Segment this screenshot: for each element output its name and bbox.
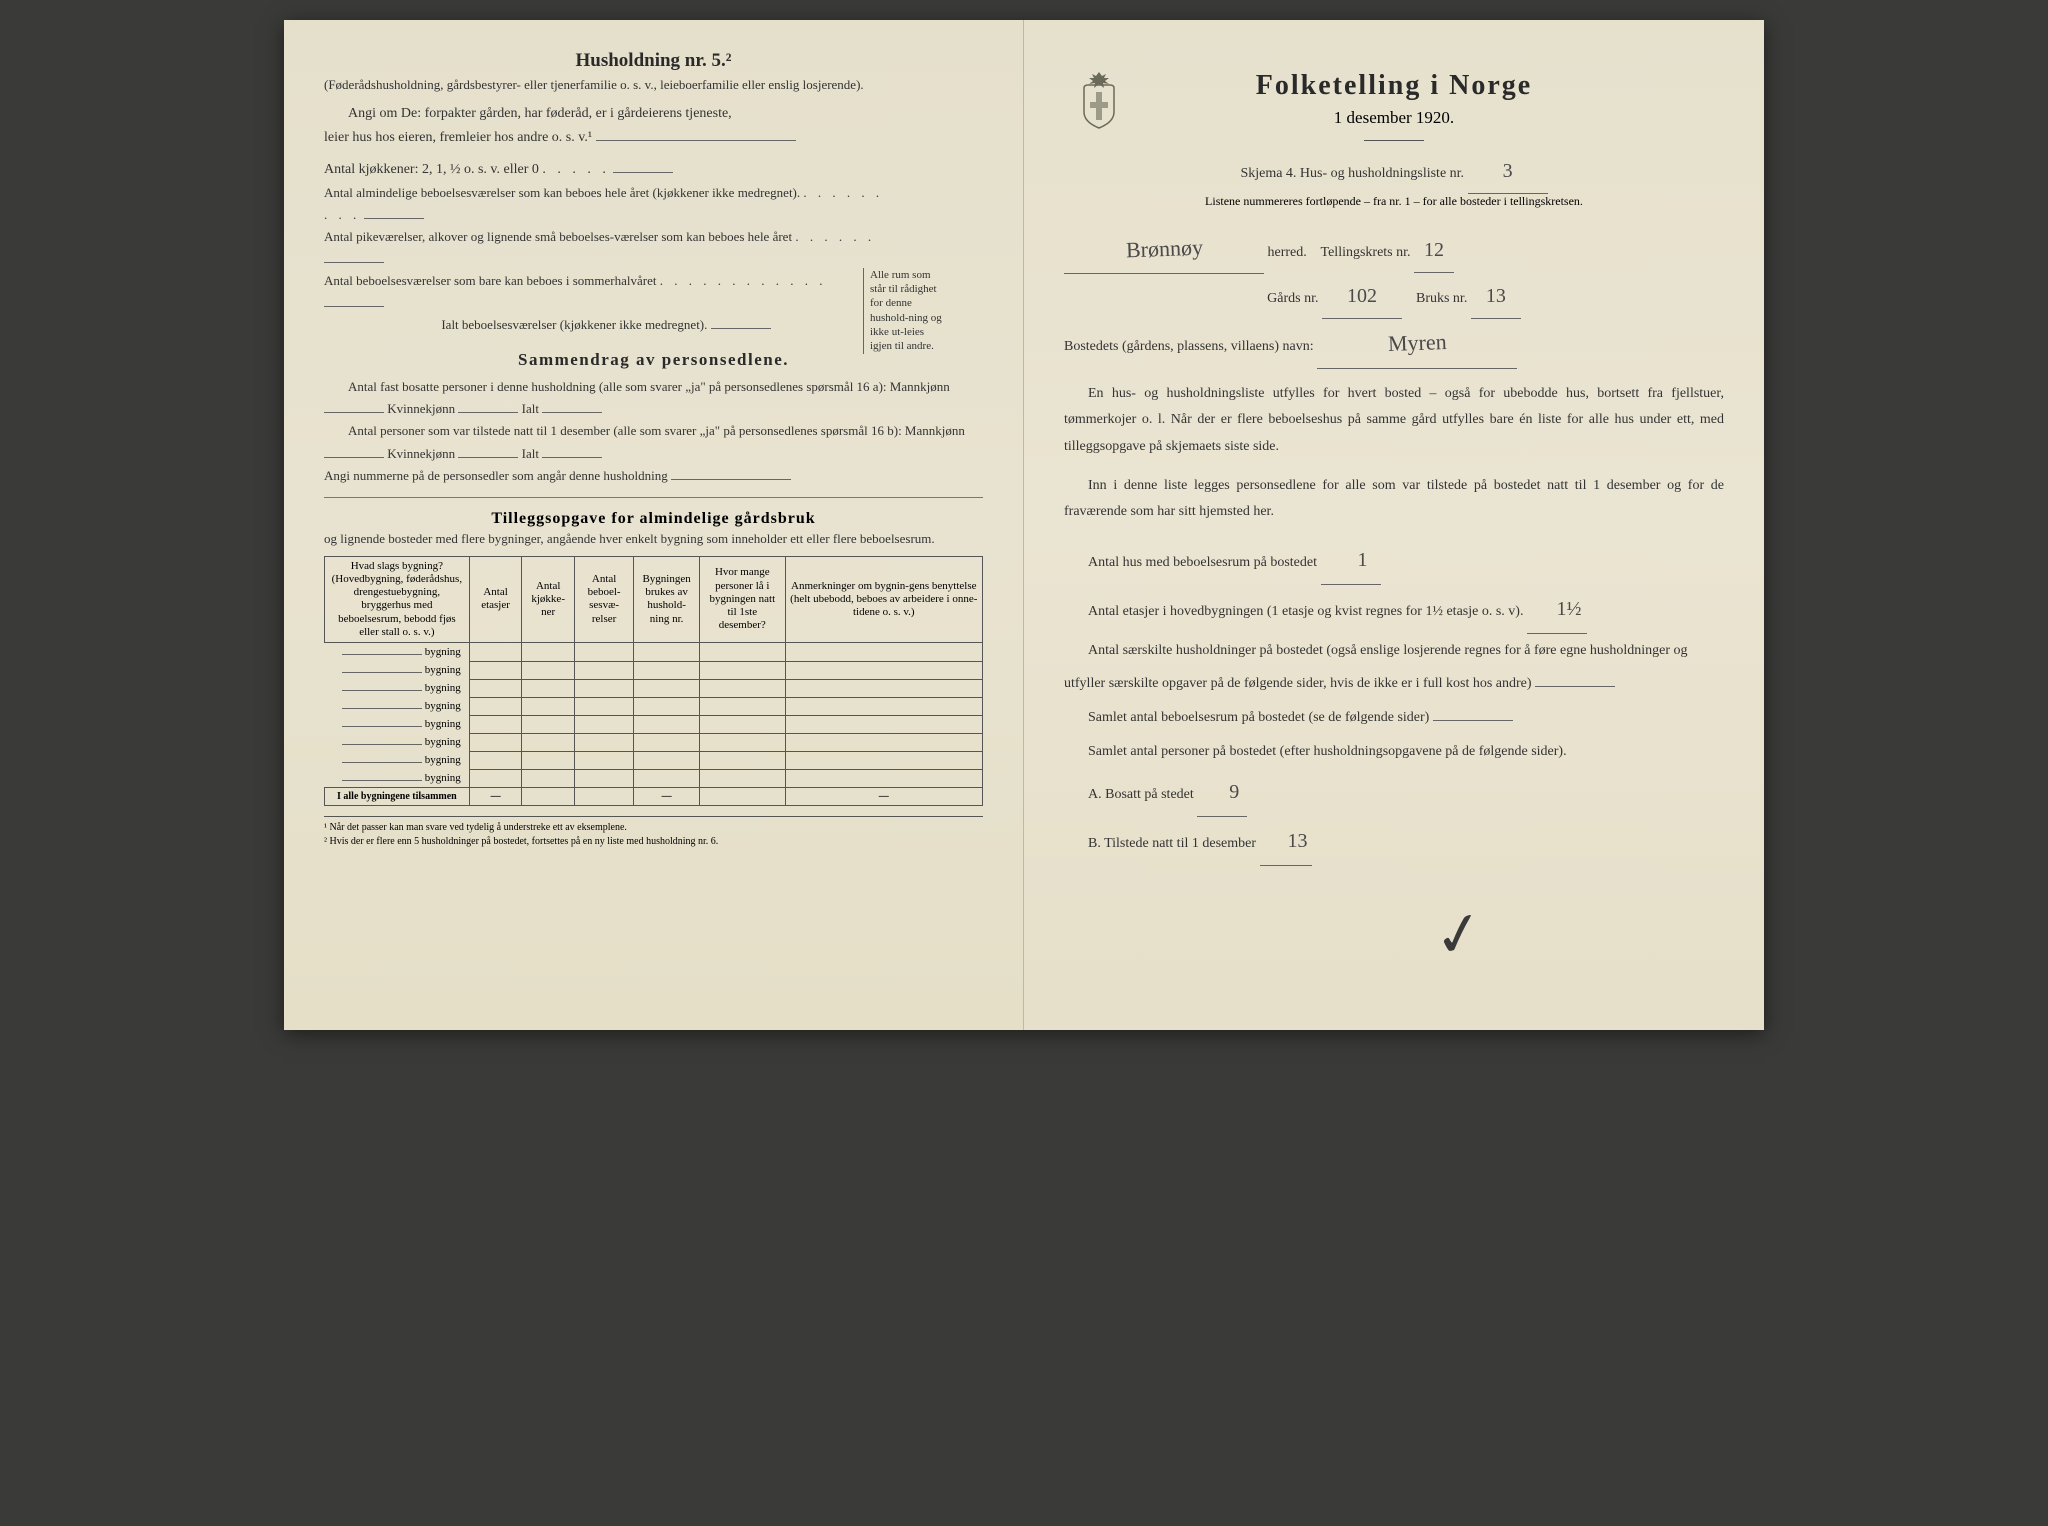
tillegg-sub: og lignende bosteder med flere bygninger… bbox=[324, 530, 983, 548]
checkmark-icon: ✓ bbox=[1428, 896, 1490, 974]
bosted-value: Myren bbox=[1383, 318, 1451, 369]
samlet-beboelse-label: Samlet antal beboelsesrum på bostedet (s… bbox=[1088, 710, 1429, 725]
antal-hus-label: Antal hus med beboelsesrum på bostedet bbox=[1088, 555, 1317, 570]
table-row: bygning bbox=[325, 769, 983, 788]
right-page: Folketelling i Norge 1 desember 1920. Sk… bbox=[1024, 20, 1764, 1030]
th-building-type: Hvad slags bygning? (Hovedbygning, føder… bbox=[325, 556, 470, 642]
listene-note: Listene nummereres fortløpende – fra nr.… bbox=[1064, 194, 1724, 209]
divider bbox=[1364, 140, 1424, 141]
antal-etasjer-label: Antal etasjer i hovedbygningen (1 etasje… bbox=[1088, 604, 1523, 619]
ialt-label: Ialt bbox=[522, 401, 539, 416]
norway-crest-icon bbox=[1074, 70, 1124, 130]
summary-line-2: Antal personer som var tilstede natt til… bbox=[348, 423, 965, 438]
alcoves-label: Antal pikeværelser, alkover og lignende … bbox=[324, 229, 792, 244]
samlet-personer-label: Samlet antal personer på bostedet (efter… bbox=[1088, 744, 1567, 759]
table-row: bygning bbox=[325, 697, 983, 715]
bracket-note: Alle rum som står til rådighet for denne… bbox=[863, 268, 943, 354]
saerskilte-label: Antal særskilte husholdninger på bostede… bbox=[1064, 643, 1688, 692]
tilstede-b-label: B. Tilstede natt til 1 desember bbox=[1088, 836, 1256, 851]
antal-hus-value: 1 bbox=[1354, 549, 1372, 571]
total-row-label: I alle bygningene tilsammen bbox=[325, 788, 470, 806]
bosatt-a-value: 9 bbox=[1225, 781, 1243, 803]
summary-line-1: Antal fast bosatte personer i denne hush… bbox=[348, 379, 950, 394]
herred-label: herred. bbox=[1268, 245, 1307, 260]
footnote-1: ¹ Når det passer kan man svare ved tydel… bbox=[324, 821, 983, 835]
tillegg-title: Tilleggsopgave for almindelige gårdsbruk bbox=[324, 510, 983, 528]
th-kitchens: Antal kjøkke-ner bbox=[522, 556, 575, 642]
rooms-all-year: Antal almindelige beboelsesværelser som … bbox=[324, 185, 800, 200]
gards-label: Gårds nr. bbox=[1267, 291, 1318, 306]
total-rooms: Ialt beboelsesværelser (kjøkkener ikke m… bbox=[441, 317, 707, 332]
household-subtitle: (Føderådshusholdning, gårdsbestyrer- ell… bbox=[324, 76, 983, 94]
skjema-nr-value: 3 bbox=[1499, 160, 1517, 182]
tellingskrets-label: Tellingskrets nr. bbox=[1321, 245, 1411, 260]
table-row: bygning bbox=[325, 679, 983, 697]
summer-rooms: Antal beboelsesværelser som bare kan beb… bbox=[324, 273, 656, 288]
skjema-label: Skjema 4. Hus- og husholdningsliste nr. bbox=[1240, 166, 1464, 181]
herred-value: Brønnøy bbox=[1121, 224, 1208, 275]
paragraph-2: Inn i denne liste legges personsedlene f… bbox=[1064, 473, 1724, 526]
main-title: Folketelling i Norge bbox=[1064, 70, 1724, 102]
tilstede-b-value: 13 bbox=[1284, 830, 1312, 852]
th-rooms: Antal beboel-sesvæ-relser bbox=[575, 556, 634, 642]
bruks-value: 13 bbox=[1482, 285, 1510, 307]
antal-etasjer-value: 1½ bbox=[1552, 598, 1585, 620]
paragraph-1: En hus- og husholdningsliste utfylles fo… bbox=[1064, 381, 1724, 461]
tellingskrets-value: 12 bbox=[1420, 239, 1448, 261]
building-table: Hvad slags bygning? (Hovedbygning, føder… bbox=[324, 556, 983, 806]
bruks-label: Bruks nr. bbox=[1416, 291, 1467, 306]
footnote-2: ² Hvis der er flere enn 5 husholdninger … bbox=[324, 835, 983, 849]
angi-line-2: leier hus hos eieren, fremleier hos andr… bbox=[324, 130, 592, 145]
table-row: bygning bbox=[325, 751, 983, 769]
table-row: bygning bbox=[325, 643, 983, 662]
th-floors: Antal etasjer bbox=[469, 556, 522, 642]
blank-line bbox=[596, 140, 796, 141]
table-row: bygning bbox=[325, 733, 983, 751]
table-row: bygning bbox=[325, 715, 983, 733]
left-page: Husholdning nr. 5.² (Føderådshusholdning… bbox=[284, 20, 1024, 1030]
th-household-nr: Bygningen brukes av hushold-ning nr. bbox=[634, 556, 700, 642]
household-header: Husholdning nr. 5.² bbox=[324, 50, 983, 72]
main-date: 1 desember 1920. bbox=[1064, 108, 1724, 128]
census-document: Husholdning nr. 5.² (Føderådshusholdning… bbox=[284, 20, 1764, 1030]
gards-value: 102 bbox=[1343, 285, 1381, 307]
angi-line-1: Angi om De: forpakter gården, har føderå… bbox=[324, 102, 983, 126]
bosatt-a-label: A. Bosatt på stedet bbox=[1088, 787, 1194, 802]
kvinne-label: Kvinnekjønn bbox=[387, 401, 455, 416]
kitchens-label: Antal kjøkkener: 2, 1, ½ o. s. v. eller … bbox=[324, 162, 539, 177]
footnotes: ¹ Når det passer kan man svare ved tydel… bbox=[324, 816, 983, 849]
table-row: bygning bbox=[325, 661, 983, 679]
bosted-label: Bostedets (gårdens, plassens, villaens) … bbox=[1064, 339, 1314, 354]
angi-numbers: Angi nummerne på de personsedler som ang… bbox=[324, 468, 668, 483]
th-remarks: Anmerkninger om bygnin-gens benyttelse (… bbox=[785, 556, 982, 642]
th-persons: Hvor mange personer lå i bygningen natt … bbox=[700, 556, 786, 642]
